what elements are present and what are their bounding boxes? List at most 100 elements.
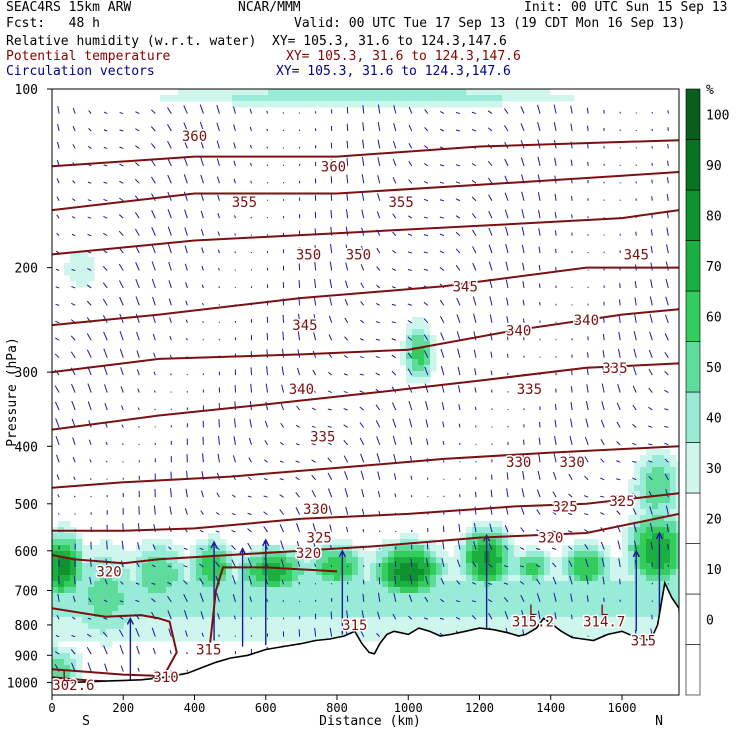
- rh-cell: [640, 467, 647, 474]
- rh-cell: [334, 581, 341, 588]
- vector-arrow: [360, 245, 365, 254]
- x-end-label-south: S: [82, 714, 90, 729]
- vector-arrow: [603, 317, 605, 323]
- vector-arrow: [137, 407, 140, 411]
- vector-arrow: [183, 122, 188, 132]
- vector-arrow: [167, 610, 172, 620]
- rh-cell: [520, 593, 527, 600]
- theta-label: 320: [96, 564, 121, 580]
- rh-cell: [586, 605, 593, 612]
- vector-arrow: [376, 284, 381, 289]
- rh-cell: [532, 569, 539, 576]
- rh-cell: [520, 599, 527, 606]
- rh-cell: [322, 545, 329, 552]
- vector-arrow: [89, 576, 92, 585]
- vector-arrow: [55, 435, 60, 446]
- rh-cell: [406, 359, 413, 366]
- rh-cell: [136, 629, 143, 636]
- rh-cell: [118, 581, 125, 588]
- rh-cell: [634, 569, 641, 576]
- rh-cell: [394, 89, 401, 96]
- rh-cell: [496, 557, 503, 564]
- rh-cell: [160, 539, 167, 546]
- vector-arrow: [183, 593, 188, 603]
- vector-arrow: [344, 471, 349, 480]
- rh-cell: [424, 323, 431, 330]
- rh-cell: [502, 575, 509, 582]
- rh-cell: [244, 569, 251, 576]
- rh-cell: [82, 617, 89, 624]
- vector-arrow: [264, 420, 269, 428]
- vector-arrow: [281, 579, 285, 585]
- rh-cell: [394, 557, 401, 564]
- rh-cell: [316, 575, 323, 582]
- rh-cell: [82, 587, 89, 594]
- rh-cell: [430, 365, 437, 372]
- rh-cell: [424, 569, 431, 576]
- vector-arrow: [104, 579, 108, 585]
- rh-cell: [310, 569, 317, 576]
- vector-arrow: [455, 231, 461, 237]
- vector-arrow: [619, 283, 621, 288]
- rh-cell: [454, 563, 461, 570]
- rh-cell: [58, 635, 65, 642]
- theta-label: 310: [153, 670, 178, 686]
- rh-cell: [160, 611, 167, 618]
- vector-arrow: [503, 582, 509, 585]
- rh-cell: [358, 581, 365, 588]
- vector-arrow: [360, 453, 365, 463]
- vector-arrow: [424, 596, 429, 603]
- rh-cell: [208, 605, 215, 612]
- rh-cell: [286, 557, 293, 564]
- vector-arrow: [57, 513, 60, 515]
- vector-arrow: [135, 582, 140, 585]
- rh-cell: [454, 623, 461, 630]
- rh-cell: [250, 611, 257, 618]
- vector-arrow: [183, 191, 188, 201]
- vector-arrow: [183, 610, 188, 620]
- vector-arrow: [54, 385, 60, 393]
- rh-cell: [598, 551, 605, 558]
- rh-cell: [280, 599, 287, 606]
- rh-cell: [292, 563, 299, 570]
- rh-cell: [76, 617, 83, 624]
- rh-cell: [544, 569, 551, 576]
- rh-cell: [196, 557, 203, 564]
- vector-arrow: [361, 191, 365, 201]
- rh-cell: [172, 635, 179, 642]
- rh-cell: [658, 593, 665, 600]
- rh-cell: [520, 95, 527, 102]
- rh-cell: [418, 329, 425, 336]
- rh-cell: [634, 497, 641, 504]
- rh-cell: [238, 623, 245, 630]
- rh-cell: [646, 527, 653, 534]
- colorbar-tick-label: 20: [706, 512, 722, 527]
- rh-cell: [490, 575, 497, 582]
- vector-arrow: [568, 512, 573, 516]
- vector-arrow: [505, 243, 509, 254]
- vector-arrow: [232, 106, 236, 114]
- rh-cell: [664, 551, 671, 558]
- rh-cell: [70, 659, 77, 666]
- rh-cell: [124, 581, 131, 588]
- rh-cell: [628, 605, 635, 612]
- rh-cell: [520, 587, 527, 594]
- vector-arrow: [600, 458, 605, 463]
- rh-cell: [220, 587, 227, 594]
- rh-cell: [268, 623, 275, 630]
- vector-arrow: [327, 390, 332, 394]
- rh-cell: [532, 575, 539, 582]
- vector-arrow: [473, 541, 477, 550]
- rh-cell: [334, 587, 341, 594]
- rh-cell: [226, 587, 233, 594]
- rh-cell: [232, 587, 239, 594]
- rh-cell: [64, 629, 71, 636]
- rh-cell: [496, 563, 503, 570]
- rh-cell: [586, 563, 593, 570]
- vector-arrow: [602, 333, 605, 341]
- rh-cell: [604, 545, 611, 552]
- rh-cell: [160, 635, 167, 642]
- vector-arrow: [375, 338, 380, 341]
- rh-cell: [268, 563, 275, 570]
- rh-cell: [658, 467, 665, 474]
